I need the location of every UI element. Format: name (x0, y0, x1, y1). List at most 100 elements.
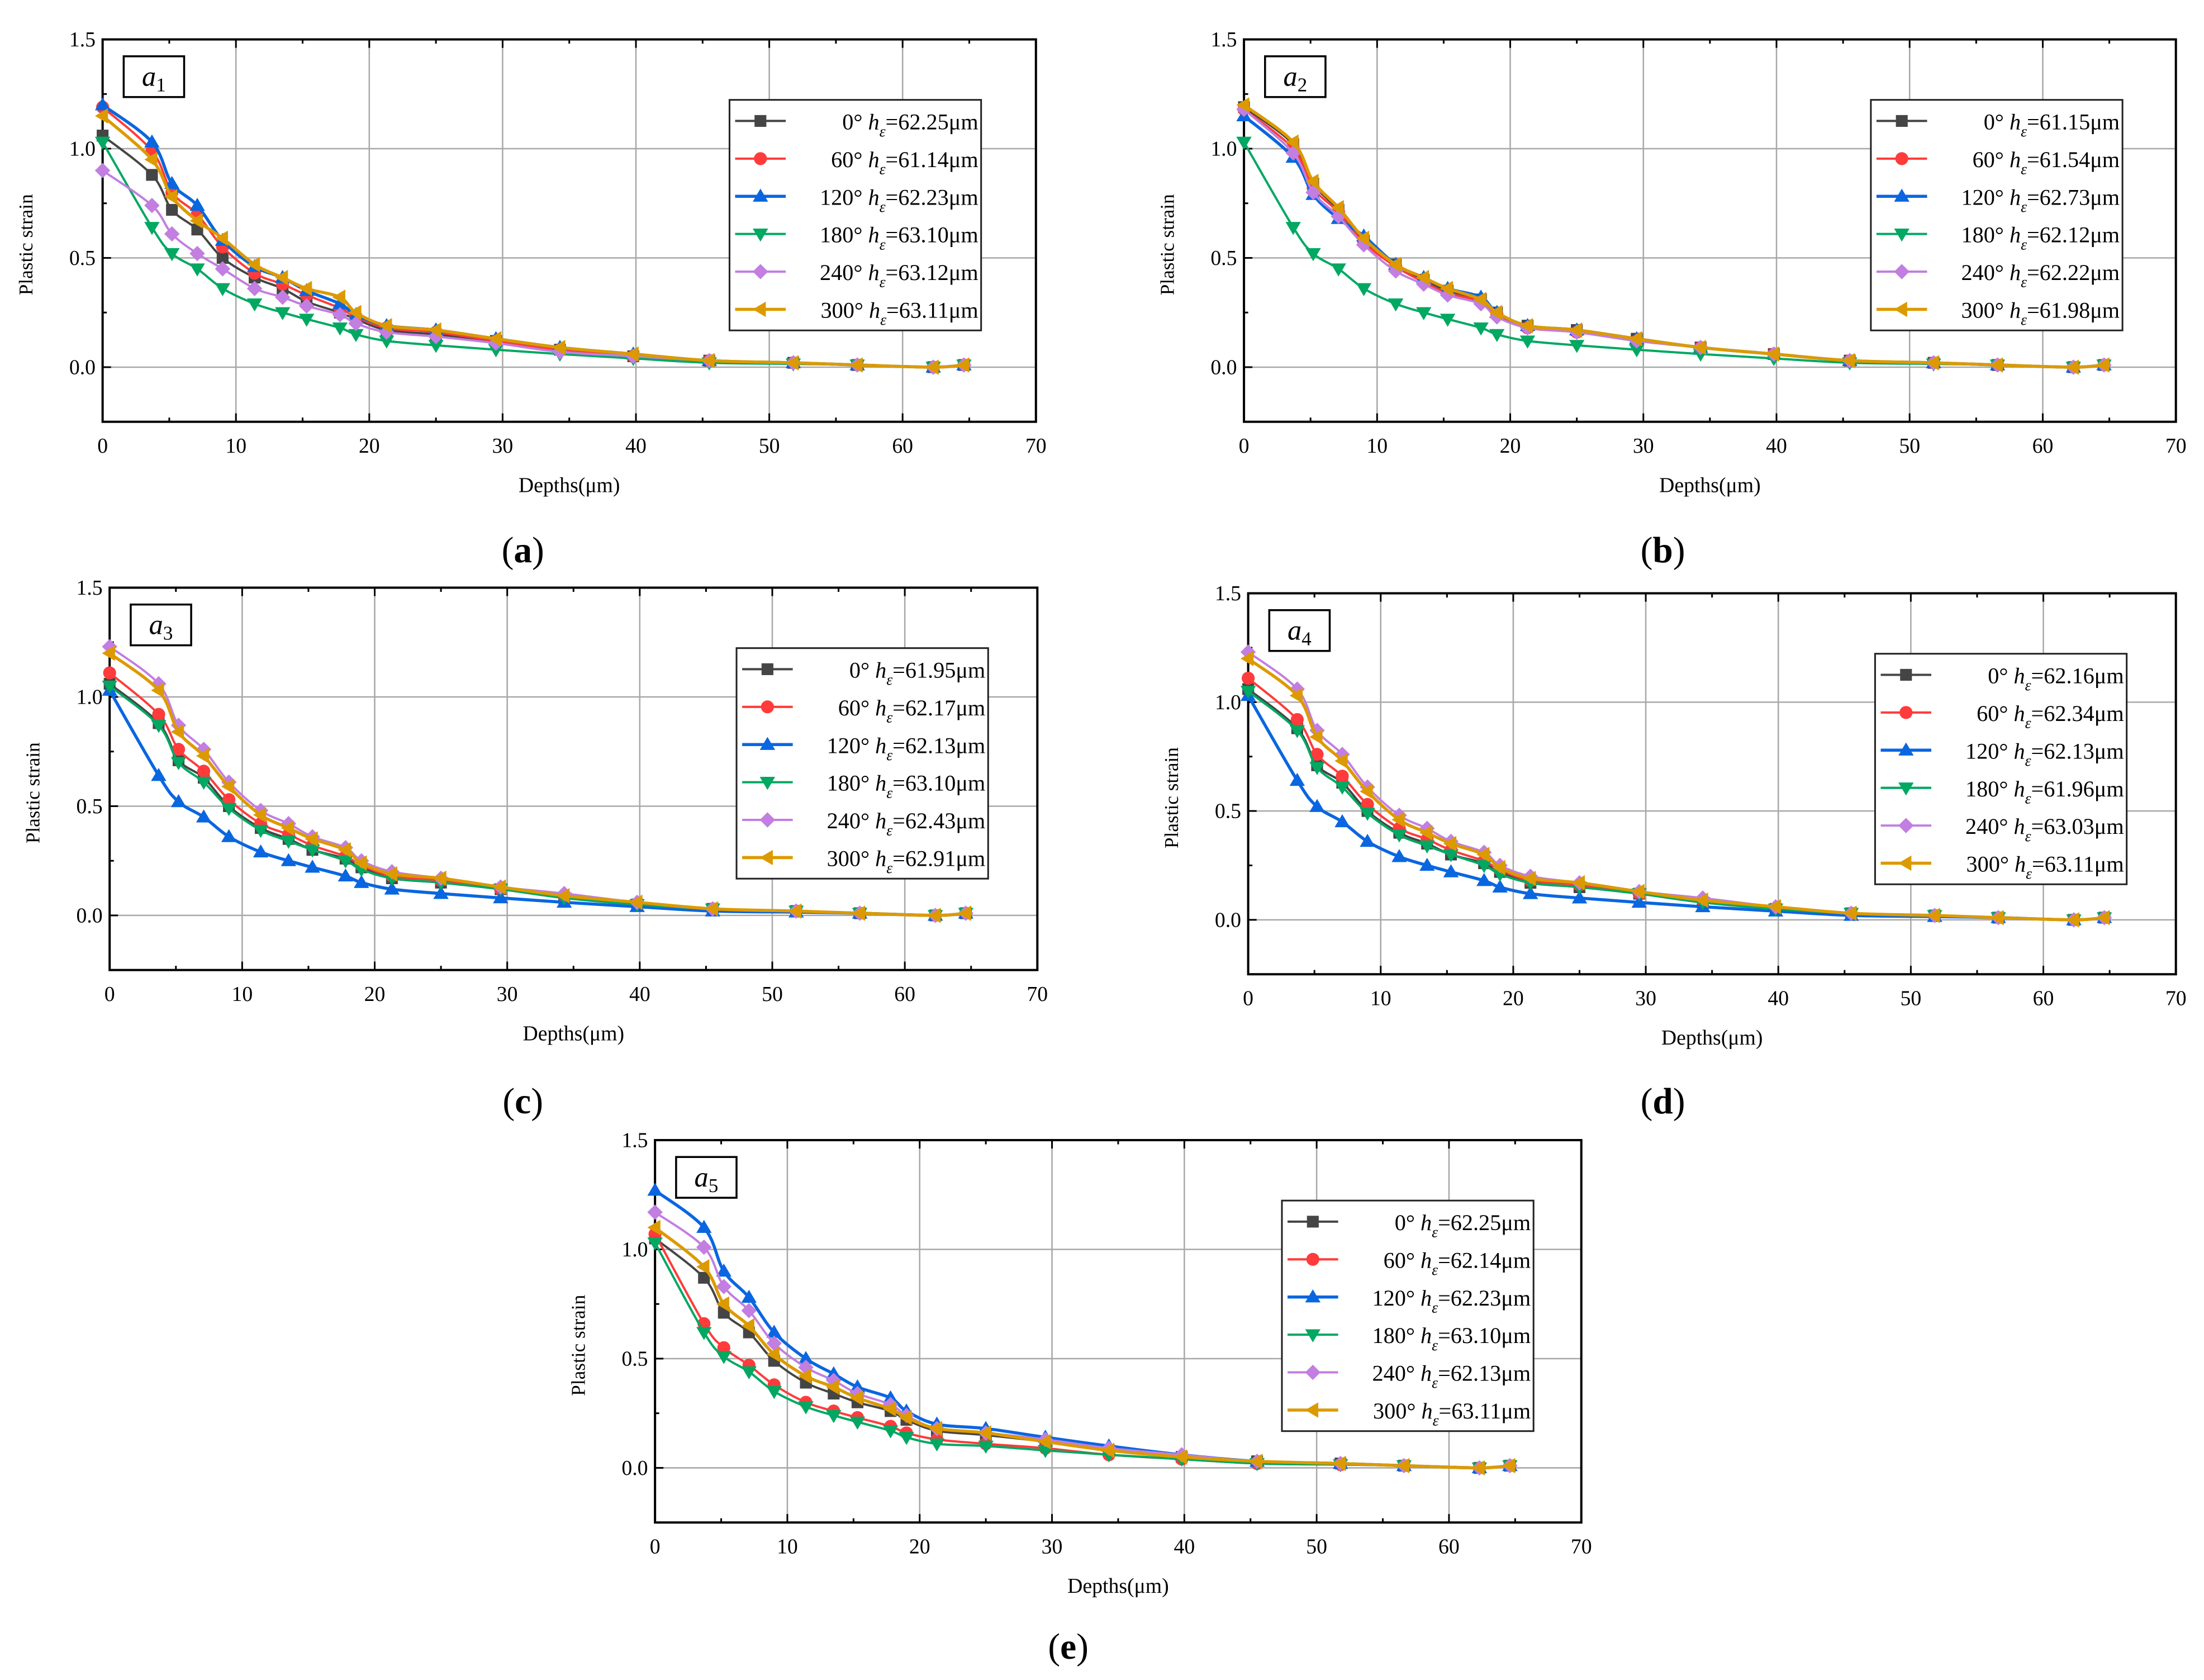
marker-triangle-up (1305, 1289, 1321, 1303)
marker-triangle-left (1569, 322, 1583, 338)
legend-unit: μm (956, 733, 985, 758)
marker-triangle-left (1898, 855, 1912, 871)
legend-item: 240° hε=62.43μm (742, 808, 985, 839)
legend-subscript: ε (2025, 789, 2031, 806)
marker-diamond (647, 1204, 663, 1220)
legend-angle: 0° (1984, 110, 2010, 135)
y-tick-label: 1.5 (76, 576, 102, 600)
legend-subscript: ε (1432, 1374, 1438, 1391)
x-tick-label: 70 (1025, 434, 1047, 458)
marker-triangle-left (1174, 1449, 1188, 1465)
marker-triangle-left (1842, 353, 1855, 368)
marker-triangle-left (701, 353, 715, 368)
marker-triangle-left (428, 322, 441, 338)
marker-triangle-down (332, 322, 348, 336)
marker-square (698, 1271, 710, 1284)
marker-triangle-down (826, 1410, 842, 1423)
marker-triangle-up (696, 1219, 712, 1233)
marker-circle (1306, 1252, 1319, 1266)
marker-diamond (196, 742, 212, 757)
panel-tag-letter: a (149, 609, 163, 640)
legend-subscript: ε (880, 160, 886, 177)
marker-triangle-down (1569, 340, 1585, 353)
legend-angle: 300° (821, 298, 870, 323)
marker-circle (717, 1341, 730, 1355)
marker-triangle-down (882, 1425, 899, 1439)
legend-angle: 0° (1988, 663, 2013, 689)
panel-tag-box (1264, 55, 1327, 98)
legend-symbol: h (875, 808, 886, 833)
legend-item: 300° hε=61.98μm (1876, 298, 2120, 328)
marker-triangle-up (253, 844, 269, 858)
legend-box (728, 99, 982, 331)
legend-item: 300° hε=63.11μm (1880, 852, 2124, 882)
marker-triangle-up (1289, 772, 1305, 786)
chart-panel-c: 0 10 20 30 40 50 60 70 0.0 0.5 1.0 1.5 Depths(μm) Pla… (22, 576, 1048, 1122)
x-tick-label: 40 (1766, 434, 1787, 458)
marker-triangle-left (384, 866, 397, 882)
x-tick-label: 0 (650, 1535, 661, 1559)
marker-circle (1895, 152, 1908, 165)
x-tick-label: 10 (1370, 987, 1391, 1010)
marker-triangle-up (1309, 799, 1325, 812)
legend-subscript: ε (1432, 1298, 1438, 1316)
legend-label: 180° hε=63.10μm (1372, 1323, 1531, 1354)
legend-label: 300° hε=62.91μm (827, 846, 986, 877)
marker-triangle-left (151, 682, 164, 698)
legend-subscript: ε (2021, 273, 2027, 291)
x-tick-label: 60 (894, 983, 915, 1006)
marker-triangle-down (1236, 136, 1252, 150)
legend-angle: 120° (1961, 184, 2010, 210)
panel-caption: (b) (1641, 530, 1685, 571)
marker-circle (103, 666, 116, 680)
marker-triangle-down (716, 1351, 732, 1364)
legend-subscript: ε (880, 198, 886, 215)
legend-label: 300° hε=63.11μm (1966, 852, 2124, 882)
y-tick-label: 0.5 (621, 1347, 648, 1371)
legend-symbol: h (2010, 222, 2021, 248)
legend-value: =63.11 (886, 298, 949, 323)
marker-circle (152, 708, 165, 721)
caption-paren-open: ( (502, 530, 514, 571)
legend-label: 180° hε=63.10μm (827, 771, 986, 801)
legend-subscript: ε (886, 784, 892, 801)
legend-symbol: h (1421, 1285, 1432, 1311)
legend-subscript: ε (880, 122, 886, 140)
legend-item: 180° hε=61.96μm (1880, 776, 2124, 806)
marker-triangle-left (196, 748, 210, 764)
panel-tag-box (1268, 609, 1331, 652)
marker-triangle-down (1334, 781, 1350, 795)
x-tick-label: 10 (231, 983, 253, 1006)
marker-triangle-left (852, 905, 866, 921)
marker-circle (172, 743, 186, 756)
x-tick-label: 40 (1768, 987, 1789, 1010)
panel-caption: (d) (1641, 1081, 1685, 1122)
y-tick-label: 1.5 (1210, 28, 1237, 51)
marker-diamond (798, 1359, 814, 1375)
y-tick-label: 0.5 (76, 795, 102, 818)
y-tick-label: 1.5 (1215, 582, 1241, 605)
marker-triangle-up (1360, 833, 1375, 847)
panel-tag: a3 (130, 603, 192, 647)
legend-angle: 0° (842, 110, 868, 135)
marker-triangle-down (1309, 762, 1325, 775)
marker-triangle-down (144, 222, 160, 235)
marker-triangle-left (1502, 1458, 1516, 1474)
marker-diamond (274, 290, 291, 305)
marker-triangle-left (1331, 200, 1344, 216)
marker-diamond (189, 245, 205, 262)
marker-triangle-left (958, 905, 971, 921)
legend-value: =62.13 (2031, 738, 2094, 763)
legend-angle: 180° (827, 771, 876, 796)
x-tick-label: 70 (2165, 434, 2187, 458)
marker-triangle-down (1305, 248, 1321, 262)
marker-triangle-down (1629, 344, 1645, 358)
marker-triangle-down (305, 844, 320, 858)
marker-triangle-up (144, 134, 160, 148)
marker-triangle-left (766, 1346, 780, 1362)
legend-symbol: h (1421, 1361, 1432, 1386)
legend-subscript: ε (880, 273, 886, 291)
legend-symbol: h (868, 147, 880, 172)
legend-value: =63.10 (892, 771, 956, 796)
x-tick-label: 0 (104, 983, 115, 1006)
